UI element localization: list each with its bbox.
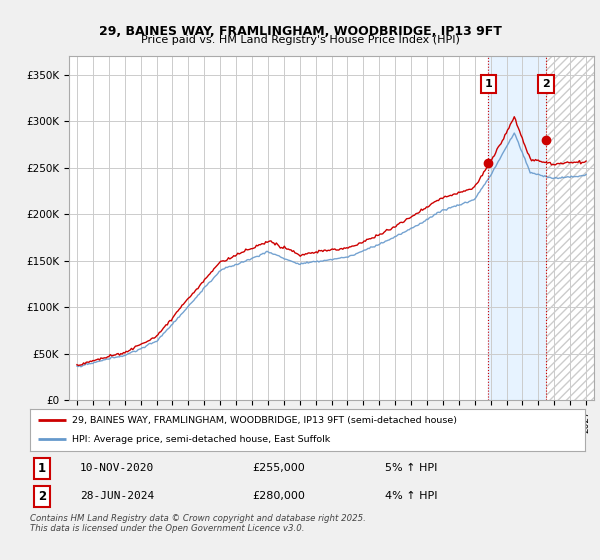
Text: 1: 1 bbox=[38, 461, 46, 475]
Text: £255,000: £255,000 bbox=[252, 463, 305, 473]
Text: 29, BAINES WAY, FRAMLINGHAM, WOODBRIDGE, IP13 9FT (semi-detached house): 29, BAINES WAY, FRAMLINGHAM, WOODBRIDGE,… bbox=[71, 416, 457, 424]
Text: Contains HM Land Registry data © Crown copyright and database right 2025.
This d: Contains HM Land Registry data © Crown c… bbox=[30, 514, 366, 534]
Text: 10-NOV-2020: 10-NOV-2020 bbox=[80, 463, 154, 473]
Text: 2: 2 bbox=[38, 489, 46, 503]
Text: 28-JUN-2024: 28-JUN-2024 bbox=[80, 491, 154, 501]
Text: £280,000: £280,000 bbox=[252, 491, 305, 501]
Text: 2: 2 bbox=[542, 79, 550, 89]
Bar bbox=[546, 56, 594, 400]
Text: 29, BAINES WAY, FRAMLINGHAM, WOODBRIDGE, IP13 9FT: 29, BAINES WAY, FRAMLINGHAM, WOODBRIDGE,… bbox=[98, 25, 502, 38]
Text: 5% ↑ HPI: 5% ↑ HPI bbox=[385, 463, 437, 473]
Text: HPI: Average price, semi-detached house, East Suffolk: HPI: Average price, semi-detached house,… bbox=[71, 435, 330, 444]
Text: Price paid vs. HM Land Registry's House Price Index (HPI): Price paid vs. HM Land Registry's House … bbox=[140, 35, 460, 45]
Bar bbox=[488, 56, 546, 400]
Text: 4% ↑ HPI: 4% ↑ HPI bbox=[385, 491, 438, 501]
Text: 1: 1 bbox=[484, 79, 492, 89]
Bar bbox=[546, 56, 594, 400]
